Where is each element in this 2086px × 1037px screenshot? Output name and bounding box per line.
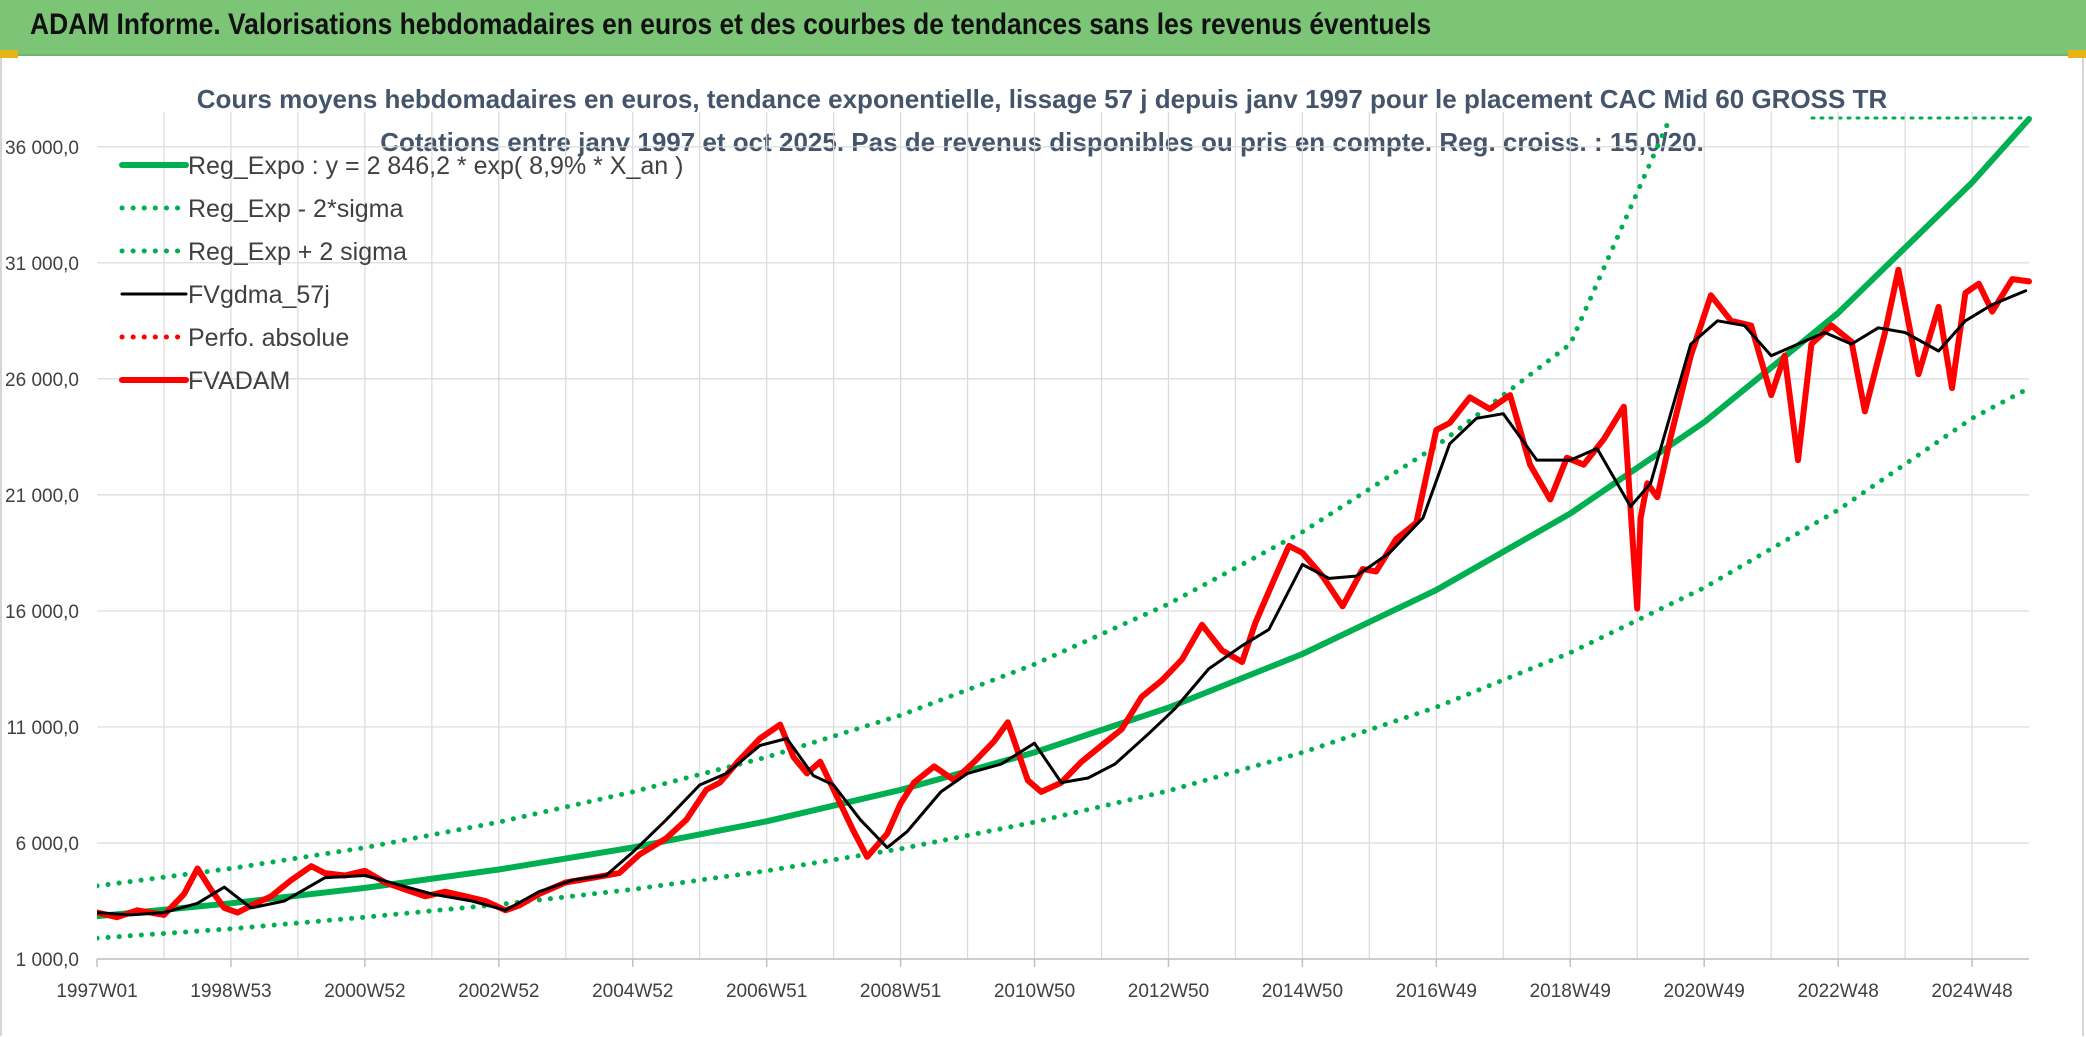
- chart-title-line2: Cotations entre janv 1997 et oct 2025. P…: [380, 127, 1704, 157]
- page-title: ADAM Informe. Valorisations hebdomadaire…: [30, 8, 1432, 41]
- x-tick-label: 2024W48: [1931, 981, 2012, 1002]
- series-layer: [97, 114, 2032, 941]
- chart-frame: Cours moyens hebdomadaires en euros, ten…: [0, 58, 2084, 1036]
- corner-accent-right: [2068, 50, 2086, 58]
- y-tick-label: 21 000,0: [5, 486, 79, 507]
- legend-label-0: Reg_Expo : y = 2 846,2 * exp( 8,9% * X_a…: [188, 152, 683, 180]
- legend-label-5: FVADAM: [188, 367, 290, 395]
- x-tick-label: 2004W52: [592, 981, 673, 1002]
- y-tick-label: 11 000,0: [6, 718, 79, 739]
- x-tick-label: 2002W52: [458, 981, 539, 1002]
- x-tick-label: 2008W51: [860, 981, 941, 1002]
- x-tick-label: 2006W51: [726, 981, 807, 1002]
- header-bar: ADAM Informe. Valorisations hebdomadaire…: [0, 0, 2086, 56]
- y-tick-label: 26 000,0: [5, 370, 79, 391]
- series-line-1: [97, 385, 2032, 941]
- x-tick-label: 2022W48: [1797, 981, 1878, 1002]
- x-tick-label: 2020W49: [1664, 981, 1745, 1002]
- chart-title-line1: Cours moyens hebdomadaires en euros, ten…: [197, 84, 1888, 114]
- x-tick-label: 2010W50: [994, 981, 1075, 1002]
- x-tick-label: 1998W53: [190, 981, 271, 1002]
- x-tick-label: 2018W49: [1530, 981, 1611, 1002]
- grid: [97, 112, 2029, 960]
- series-line-3: [97, 289, 2028, 917]
- legend-label-3: FVgdma_57j: [188, 281, 330, 309]
- y-tick-label: 31 000,0: [5, 254, 79, 275]
- x-tick-label: 2012W50: [1128, 981, 1209, 1002]
- y-tick-label: 16 000,0: [5, 602, 79, 623]
- y-tick-label: 6 000,0: [16, 834, 79, 855]
- series-line-5: [97, 266, 2032, 921]
- legend-label-4: Perfo. absolue: [188, 324, 349, 352]
- x-tick-label: 1997W01: [56, 981, 137, 1002]
- y-tick-label: 1 000,0: [16, 950, 79, 971]
- legend-label-2: Reg_Exp + 2 sigma: [188, 238, 407, 266]
- axes: 1 000,0 6 000,0 11 000,0 16 000,0 21 000,0 26…: [5, 138, 2029, 1002]
- series-line-2: [97, 114, 1674, 889]
- x-tick-label: 2000W52: [324, 981, 405, 1002]
- series-line-0: [97, 116, 2032, 920]
- x-tick-label: 2014W50: [1262, 981, 1343, 1002]
- legend-label-1: Reg_Exp - 2*sigma: [188, 195, 403, 223]
- x-tick-label: 2016W49: [1396, 981, 1477, 1002]
- legend: Reg_Expo : y = 2 846,2 * exp( 8,9% * X_a…: [119, 152, 683, 395]
- y-tick-label: 36 000,0: [5, 138, 79, 159]
- chart-canvas: Cours moyens hebdomadaires en euros, ten…: [5, 84, 2034, 1002]
- corner-accent-left: [0, 50, 18, 58]
